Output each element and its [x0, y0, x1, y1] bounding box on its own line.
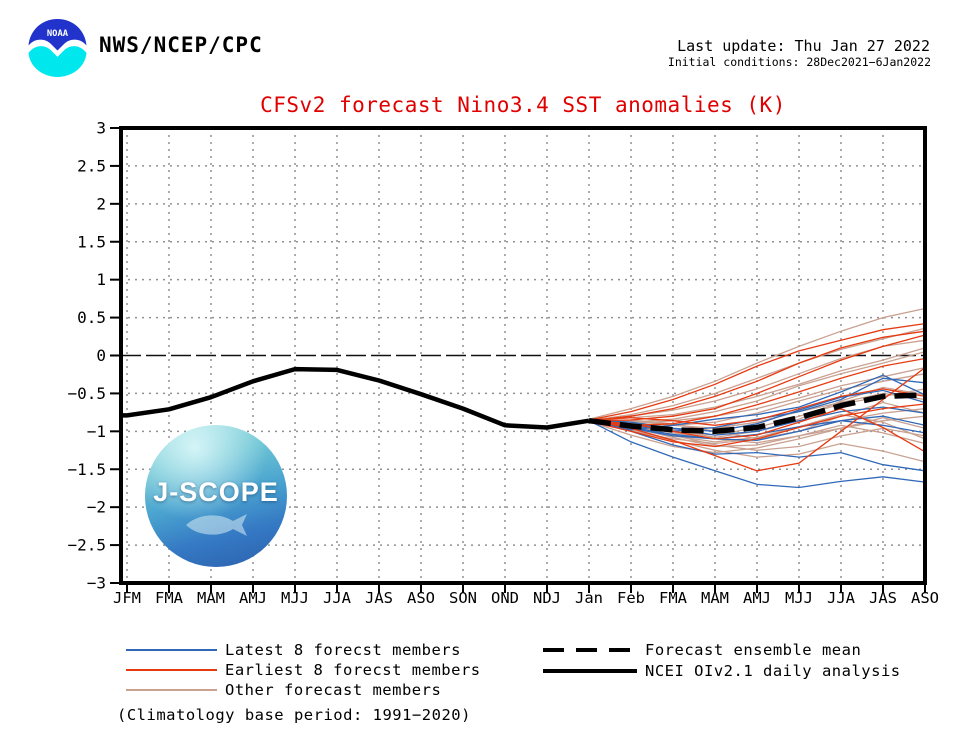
observed-line — [122, 366, 590, 430]
noaa-logo: NOAA — [28, 19, 87, 77]
ensemble-mean-line — [588, 392, 926, 435]
svg-text:Jan: Jan — [575, 589, 603, 607]
svg-text:0.5: 0.5 — [77, 308, 106, 327]
svg-text:NDJ: NDJ — [533, 589, 561, 607]
svg-text:−3: −3 — [87, 574, 106, 593]
svg-text:MJJ: MJJ — [785, 589, 813, 607]
noaa-logo-text: NOAA — [47, 29, 69, 39]
svg-text:MAM: MAM — [197, 589, 225, 607]
svg-text:JAS: JAS — [869, 589, 897, 607]
axis-ticks — [110, 127, 926, 593]
svg-text:−2: −2 — [87, 498, 106, 517]
svg-text:2.5: 2.5 — [77, 156, 106, 175]
legend-label-other: Other forecast members — [225, 681, 442, 699]
svg-text:JFM: JFM — [113, 589, 141, 607]
legend-line-latest — [126, 649, 217, 651]
svg-text:MAM: MAM — [701, 589, 729, 607]
org-name: NWS/NCEP/CPC — [99, 33, 263, 57]
svg-text:ASO: ASO — [407, 589, 435, 607]
fish-icon — [186, 514, 247, 536]
svg-text:1: 1 — [96, 270, 106, 289]
svg-text:−1.5: −1.5 — [67, 460, 106, 479]
initial-conditions-text: Initial conditions: 28Dec2021−6Jan2022 — [667, 55, 931, 69]
svg-text:−0.5: −0.5 — [67, 384, 106, 403]
svg-text:3: 3 — [96, 119, 106, 138]
legend-label-analysis: NCEI OIv2.1 daily analysis — [645, 662, 901, 680]
svg-text:AMJ: AMJ — [239, 589, 267, 607]
legend-label-latest: Latest 8 forecst members — [225, 641, 461, 659]
svg-text:JAS: JAS — [365, 589, 393, 607]
svg-text:−1: −1 — [87, 422, 106, 441]
svg-text:1.5: 1.5 — [77, 232, 106, 251]
svg-text:FMA: FMA — [659, 589, 688, 607]
svg-text:Feb: Feb — [617, 589, 645, 607]
chart-title: CFSv2 forecast Nino3.4 SST anomalies (K) — [260, 93, 786, 117]
legend-line-other — [126, 689, 217, 691]
plot-frame — [119, 126, 927, 585]
jscope-watermark: J-SCOPE — [145, 425, 287, 567]
noaa-logo-sky — [28, 19, 87, 51]
svg-text:2: 2 — [96, 194, 106, 213]
x-axis-labels: JFM FMA MAM AMJ MJJ JJA JAS ASO SON OND NDJ Jan Feb F… — [113, 589, 939, 607]
noaa-logo-sea — [28, 46, 87, 77]
earliest-members — [588, 322, 926, 472]
legend-label-earliest: Earliest 8 forecst members — [225, 661, 481, 679]
svg-text:JJA: JJA — [323, 589, 352, 607]
svg-text:MJJ: MJJ — [281, 589, 309, 607]
svg-text:JJA: JJA — [827, 589, 856, 607]
legend-label-ensemble-mean: Forecast ensemble mean — [645, 641, 862, 659]
jscope-watermark-text: J-SCOPE — [153, 477, 279, 507]
svg-text:ASO: ASO — [911, 589, 939, 607]
svg-text:−2.5: −2.5 — [67, 536, 106, 555]
last-update-text: Last update: Thu Jan 27 2022 — [677, 37, 930, 55]
svg-text:FMA: FMA — [155, 589, 184, 607]
svg-text:AMJ: AMJ — [743, 589, 771, 607]
legend-line-analysis — [543, 669, 637, 673]
svg-text:SON: SON — [449, 589, 477, 607]
y-axis-labels: 3 2.5 2 1.5 1 0.5 0 −0.5 −1 −1.5 −2 −2.5 −3 — [67, 119, 106, 593]
svg-text:0: 0 — [96, 346, 106, 365]
svg-text:OND: OND — [491, 589, 519, 607]
climatology-note: (Climatology base period: 1991−2020) — [117, 706, 471, 724]
legend-line-earliest — [126, 669, 217, 671]
legend-line-ensemble-mean — [543, 648, 637, 652]
